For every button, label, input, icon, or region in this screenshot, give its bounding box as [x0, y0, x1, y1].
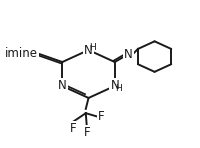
Text: N: N — [58, 79, 67, 92]
Text: F: F — [70, 122, 76, 135]
Text: F: F — [98, 110, 104, 123]
Text: N: N — [84, 44, 93, 57]
Text: N: N — [110, 79, 119, 92]
Text: H: H — [89, 43, 96, 52]
Text: F: F — [83, 126, 90, 139]
Text: imine: imine — [5, 47, 38, 60]
Text: H: H — [115, 84, 122, 93]
Text: N: N — [124, 48, 133, 61]
